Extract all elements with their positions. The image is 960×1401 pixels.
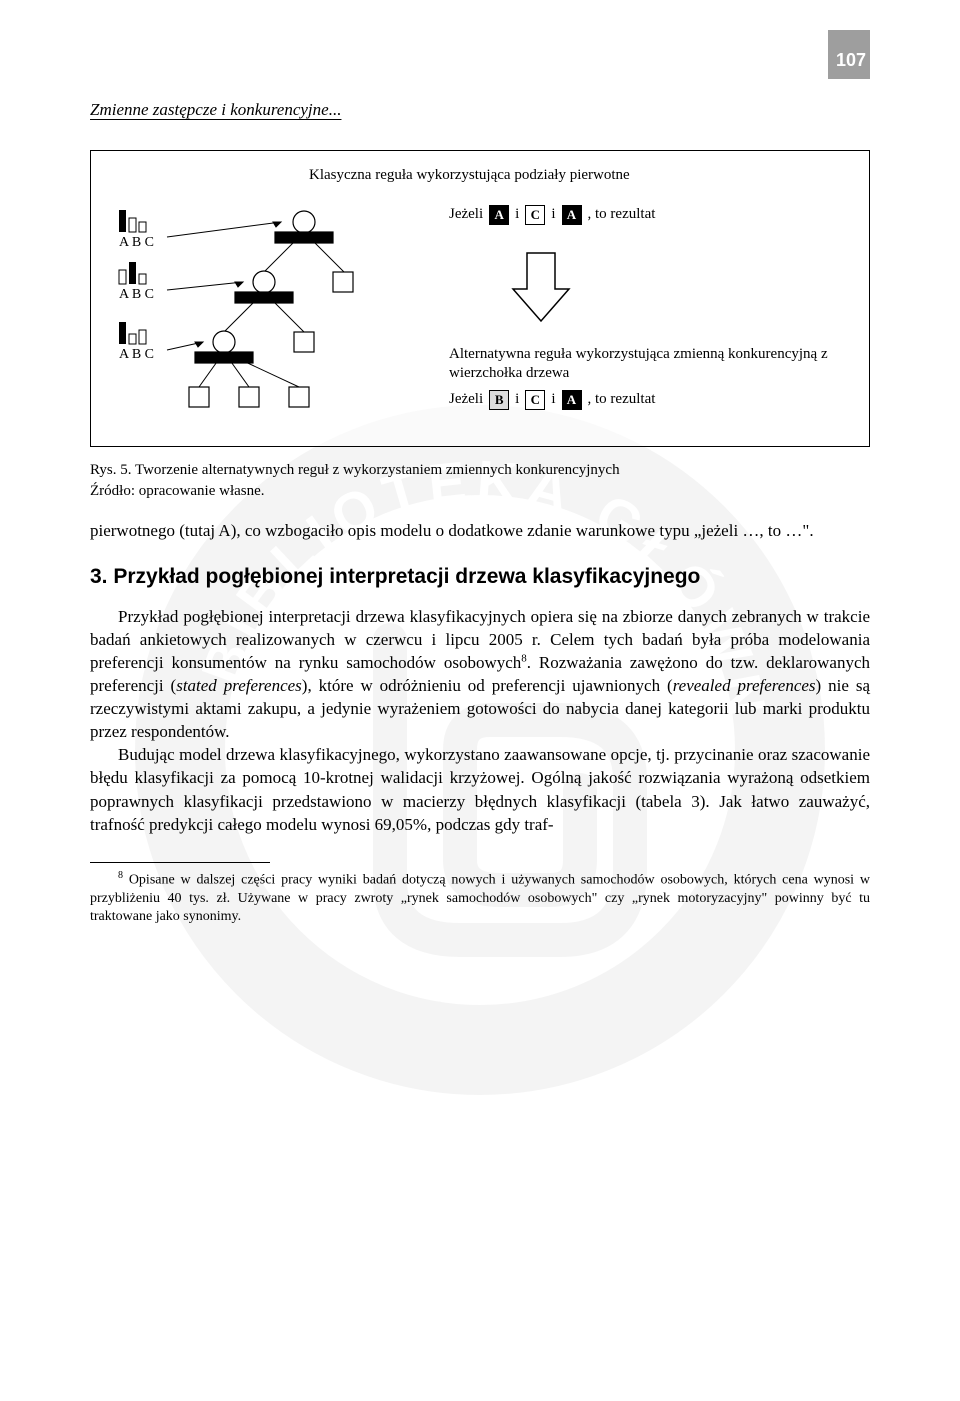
footnote-separator: [90, 862, 270, 863]
section-3-heading: 3. Przykład pogłębionej interpretacji dr…: [90, 564, 870, 590]
rule-b-sep2: i: [551, 391, 555, 408]
svg-text:A B C: A B C: [119, 287, 154, 302]
continuation-paragraph: pierwotnego (tutaj A), co wzbogaciło opi…: [90, 520, 870, 543]
paragraph-1: Przykład pogłębionej interpretacji drzew…: [90, 605, 870, 744]
alt-rule-text: Alternatywna reguła wykorzystująca zmien…: [449, 345, 851, 384]
running-header: Zmienne zastępcze i konkurencyjne...: [90, 100, 828, 120]
rule-b-suffix: , to rezultat: [588, 391, 656, 408]
svg-text:A B C: A B C: [119, 235, 154, 250]
rule-a-sep2: i: [551, 206, 555, 223]
rule-a-token-2: C: [525, 205, 545, 225]
rule-b-sep1: i: [515, 391, 519, 408]
svg-text:A B C: A B C: [119, 347, 154, 362]
figure-5-box: Klasyczna reguła wykorzystująca podziały…: [90, 150, 870, 447]
down-arrow-icon: [509, 249, 573, 327]
rule-a-prefix: Jeżeli: [449, 206, 483, 223]
rule-b-token-1: B: [489, 390, 509, 410]
rule-a-suffix: , to rezultat: [588, 206, 656, 223]
figure-source: Źródło: opracowanie własne.: [90, 483, 870, 500]
figure-classic-rule-title: Klasyczna reguła wykorzystująca podziały…: [109, 167, 851, 184]
rule-b-token-2: C: [525, 390, 545, 410]
footnote-8: 8 Opisane w dalszej części pracy wyniki …: [90, 869, 870, 926]
paragraph-2: Budując model drzewa klasyfikacyjnego, w…: [90, 743, 870, 835]
rule-b-condition: Jeżeli B i C i A , to rezultat: [449, 390, 851, 410]
footnote-text: Opisane w dalszej części pracy wyniki ba…: [90, 872, 870, 923]
page-number-tab: 107: [828, 30, 870, 79]
rule-b-token-3: A: [562, 390, 582, 410]
svg-text:główna: główna: [370, 991, 550, 1052]
rule-a-token-1: A: [489, 205, 509, 225]
figure-caption: Rys. 5. Tworzenie alternatywnych reguł z…: [90, 461, 870, 481]
tree-diagram: A B C A B C A B C: [109, 192, 449, 422]
rule-a-condition: Jeżeli A i C i A , to rezultat: [449, 205, 851, 225]
para1-em2: revealed preferences: [673, 676, 816, 695]
para1-part-c: ), które w odróżnieniu od preferencji uj…: [302, 676, 673, 695]
para1-em1: stated preferences: [176, 676, 302, 695]
rule-a-token-3: A: [562, 205, 582, 225]
rule-b-prefix: Jeżeli: [449, 391, 483, 408]
rule-a-sep1: i: [515, 206, 519, 223]
